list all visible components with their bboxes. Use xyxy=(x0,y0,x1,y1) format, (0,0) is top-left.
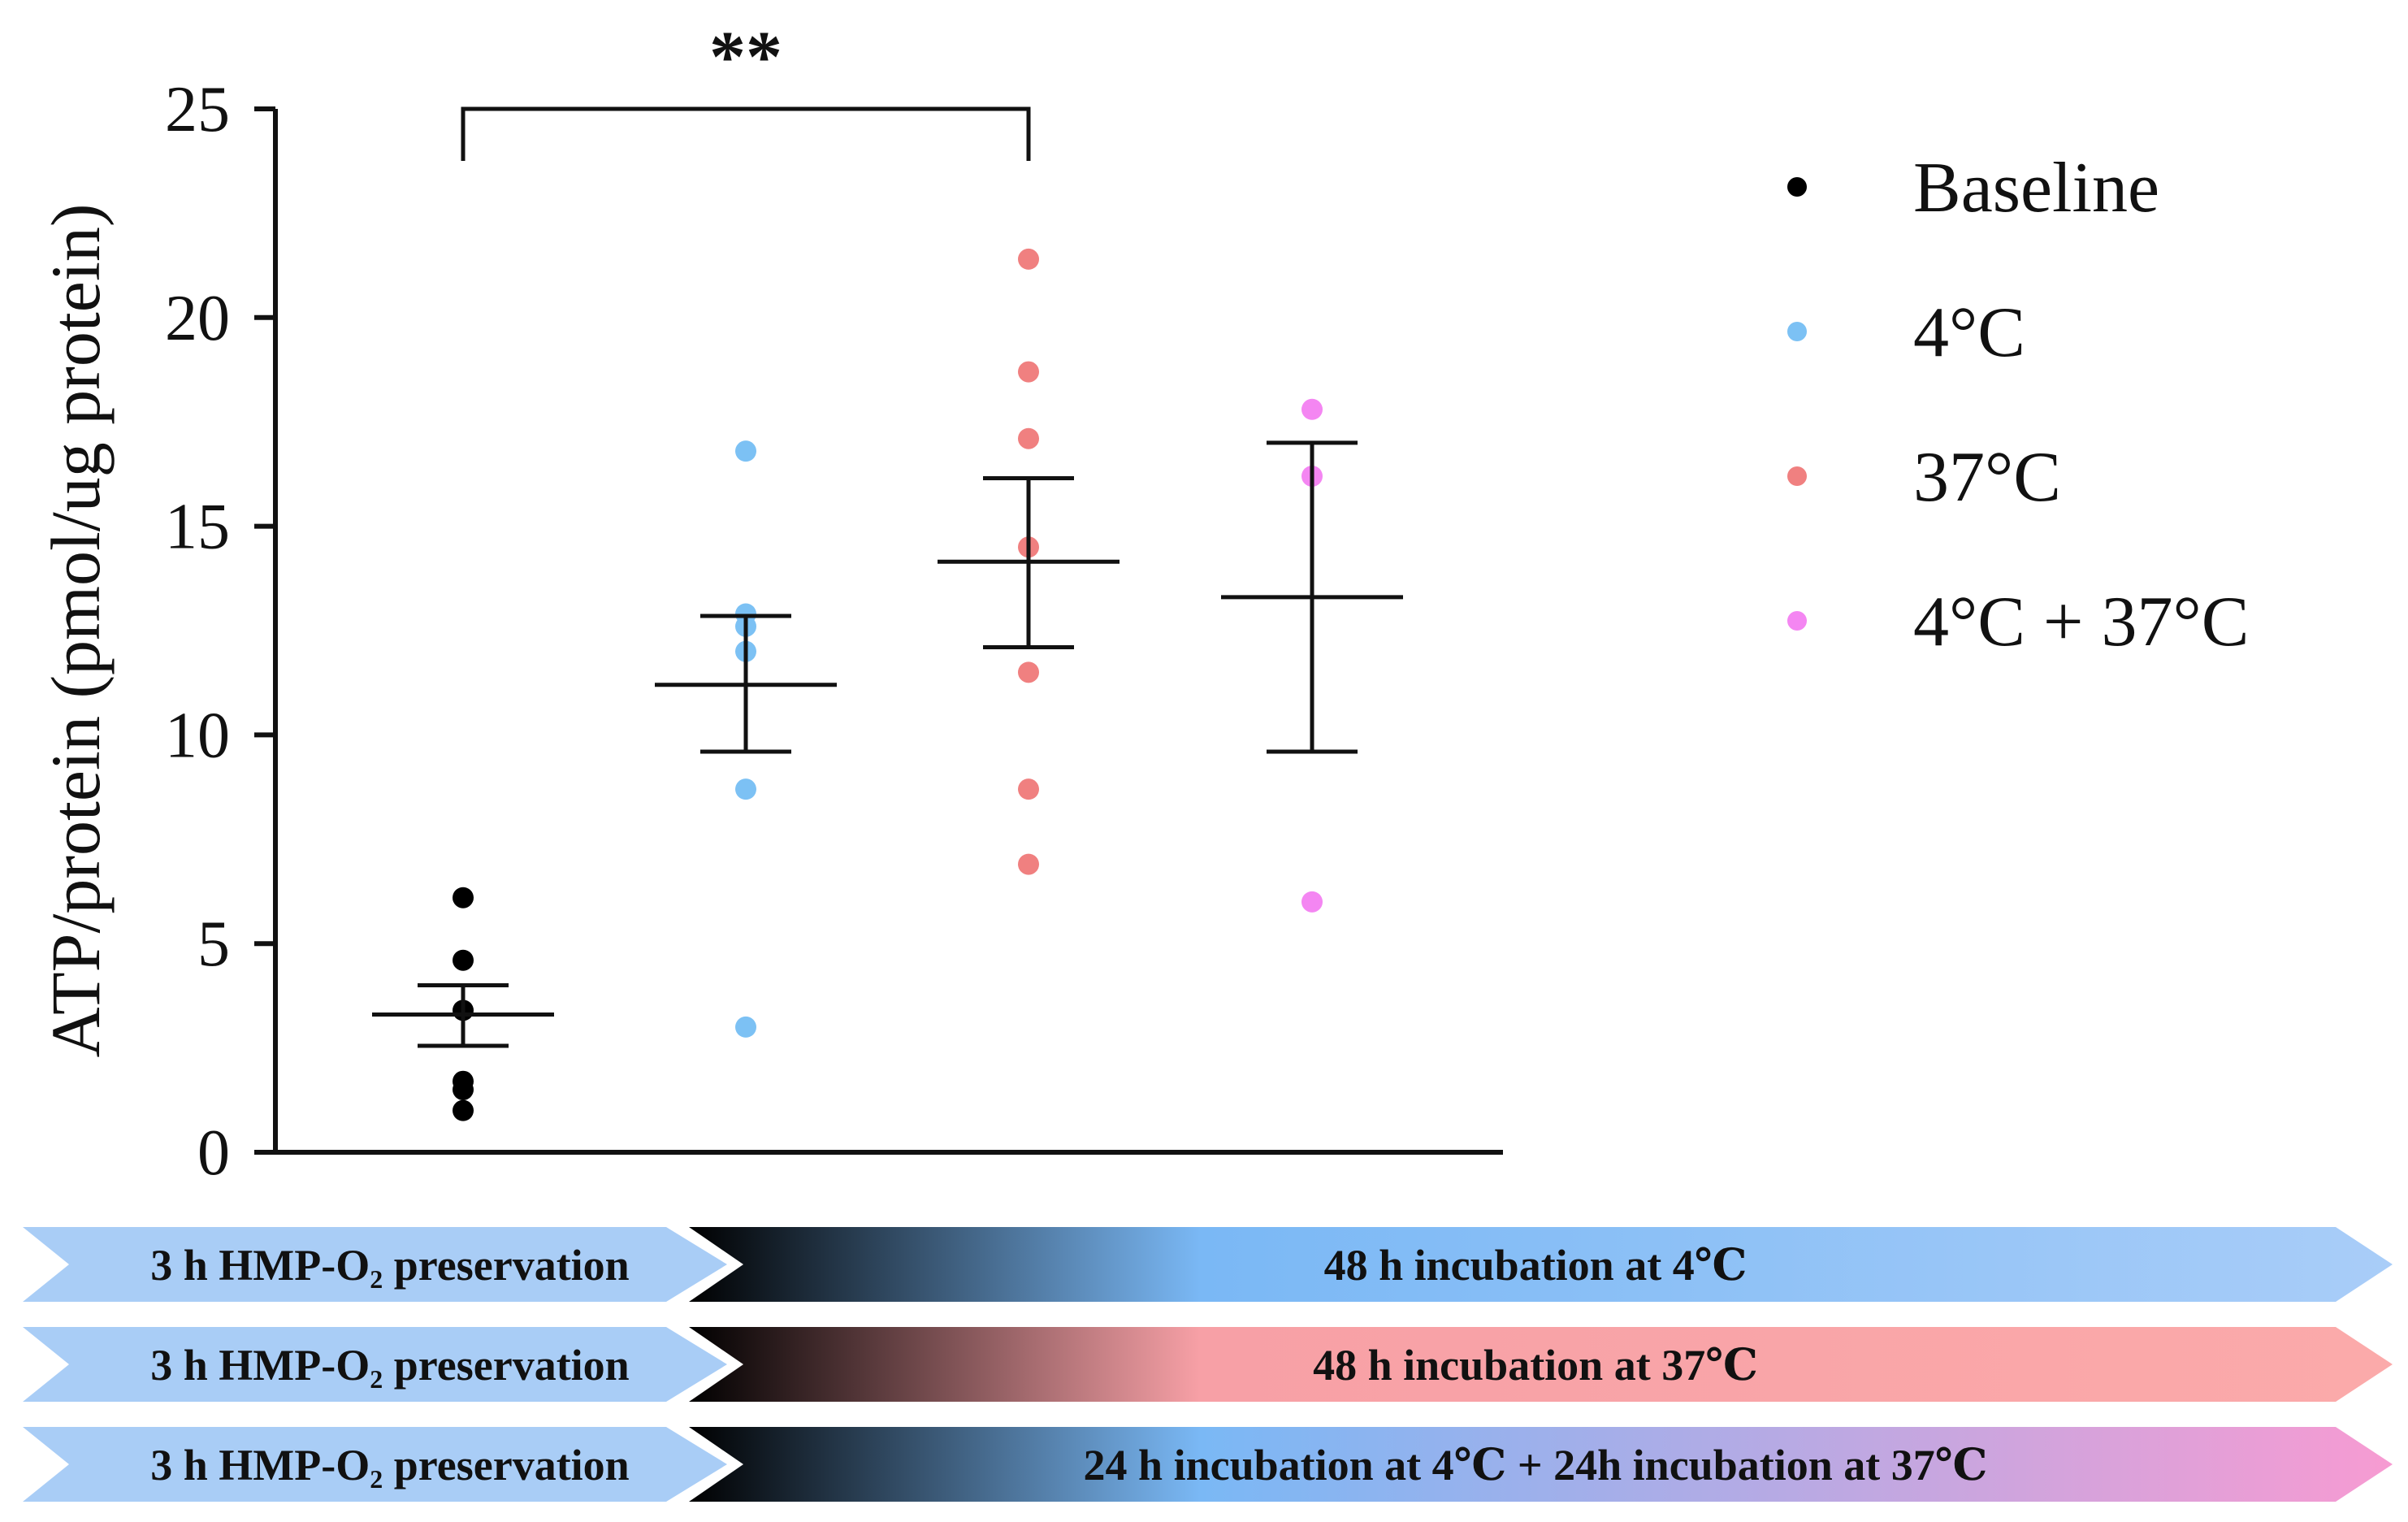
preservation-arrow xyxy=(23,1327,727,1402)
preservation-arrow xyxy=(23,1427,727,1502)
legend-marker xyxy=(1787,322,1807,341)
legend-label: 4°C + 37°C xyxy=(1913,583,2249,661)
preservation-label: 3 h HMP-O2 preservation xyxy=(150,1341,629,1394)
y-tick-label: 10 xyxy=(165,700,230,771)
group-0 xyxy=(372,887,554,1121)
data-point xyxy=(735,1016,756,1038)
preservation-label-rest: preservation xyxy=(383,1341,629,1390)
data-point xyxy=(1301,891,1323,913)
y-tick-label: 5 xyxy=(197,908,230,980)
group-2 xyxy=(938,248,1120,875)
preservation-label-rest: preservation xyxy=(383,1241,629,1290)
preservation-label: 3 h HMP-O2 preservation xyxy=(150,1441,629,1494)
y-axis-label: ATP/protein (pmol/ug protein) xyxy=(37,204,115,1058)
data-groups xyxy=(372,248,1403,1121)
preservation-label-subscript: 2 xyxy=(370,1264,383,1294)
data-point xyxy=(1301,398,1323,420)
banner-row-1: 3 h HMP-O2 preservation 48 h incubation a… xyxy=(23,1327,2393,1402)
y-axis-ticks: 0 5 10 15 20 25 xyxy=(165,74,275,1189)
legend-marker xyxy=(1787,177,1807,197)
data-point xyxy=(1018,778,1039,800)
data-point xyxy=(735,440,756,462)
data-point xyxy=(1018,427,1039,449)
banner-row-2: 3 h HMP-O2 preservation 24 h incubation a… xyxy=(23,1427,2393,1502)
data-point xyxy=(1018,361,1039,383)
y-tick-label: 15 xyxy=(165,492,230,563)
incubation-label: 48 h incubation at 37℃ xyxy=(1313,1341,1758,1390)
legend: Baseline 4°C 37°C 4°C + 37°C xyxy=(1787,149,2249,661)
legend-label: 37°C xyxy=(1913,438,2061,517)
data-point xyxy=(735,778,756,800)
legend-marker xyxy=(1787,466,1807,486)
preservation-label-subscript: 2 xyxy=(370,1364,383,1394)
group-1 xyxy=(655,440,837,1038)
incubation-arrow xyxy=(689,1427,2393,1502)
data-point xyxy=(453,1099,474,1121)
y-tick-label: 20 xyxy=(165,283,230,354)
preservation-label: 3 h HMP-O2 preservation xyxy=(150,1241,629,1294)
preservation-label-main: 3 h HMP-O xyxy=(150,1241,370,1290)
legend-marker xyxy=(1787,611,1807,631)
preservation-label-rest: preservation xyxy=(383,1441,629,1489)
legend-label: Baseline xyxy=(1913,149,2159,228)
significance-label: ** xyxy=(709,17,782,98)
data-point xyxy=(453,887,474,908)
data-point xyxy=(1018,248,1039,270)
protocol-banners: 3 h HMP-O2 preservation 48 h incubation a… xyxy=(23,1227,2393,1502)
data-point xyxy=(1018,661,1039,683)
incubation-arrow xyxy=(689,1327,2393,1402)
bracket-line xyxy=(461,106,1031,161)
legend-label: 4°C xyxy=(1913,293,2025,372)
preservation-label-main: 3 h HMP-O xyxy=(150,1341,370,1390)
data-point xyxy=(453,1078,474,1100)
incubation-arrow xyxy=(689,1227,2393,1302)
preservation-label-main: 3 h HMP-O xyxy=(150,1441,370,1489)
group-3 xyxy=(1221,398,1403,913)
incubation-label: 24 h incubation at 4℃ + 24h incubation a… xyxy=(1084,1441,1988,1489)
data-point xyxy=(453,949,474,971)
preservation-arrow xyxy=(23,1227,727,1302)
data-point xyxy=(1018,853,1039,875)
preservation-label-subscript: 2 xyxy=(370,1464,383,1494)
banner-row-0: 3 h HMP-O2 preservation 48 h incubation a… xyxy=(23,1227,2393,1302)
y-tick-label: 0 xyxy=(197,1117,230,1189)
significance-bracket: ** xyxy=(461,17,1031,161)
incubation-label: 48 h incubation at 4℃ xyxy=(1324,1241,1748,1290)
y-tick-label: 25 xyxy=(165,74,230,145)
